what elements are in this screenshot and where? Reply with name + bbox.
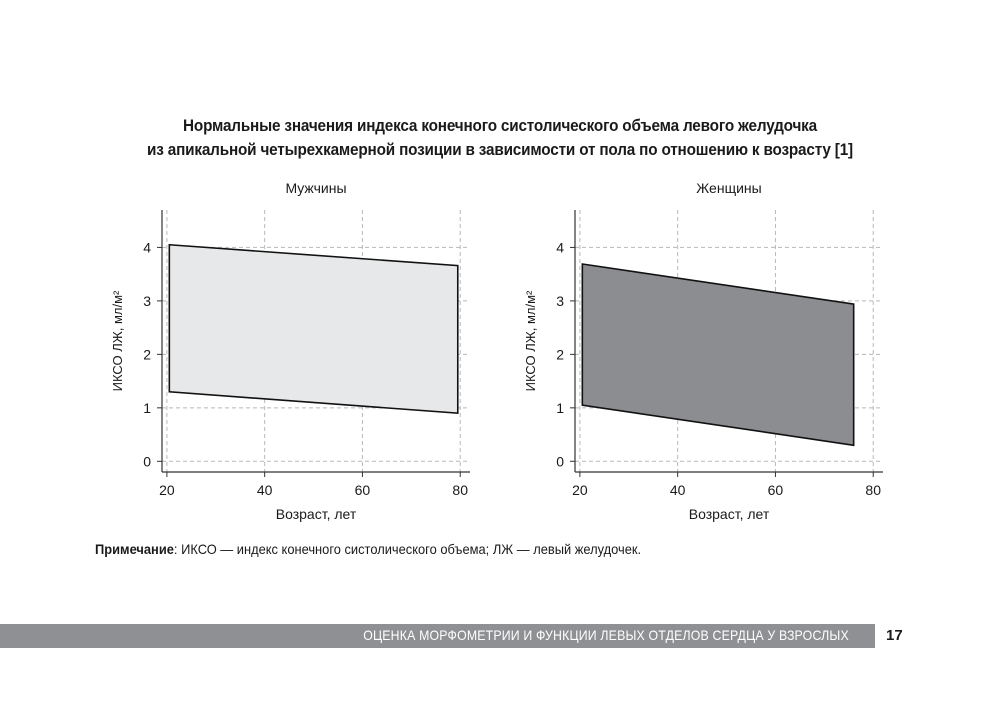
y-tick-label-women: 0 bbox=[556, 453, 564, 469]
y-axis-label-women: ИКСО ЛЖ, мл/м² bbox=[523, 290, 538, 391]
figure-title-line-2: из апикальной четырехкамерной позиции в … bbox=[147, 140, 853, 159]
x-tick-label-women: 60 bbox=[768, 482, 784, 498]
y-tick-label-men: 4 bbox=[143, 239, 151, 255]
x-tick-label-women: 80 bbox=[865, 482, 881, 498]
y-tick-label-men: 3 bbox=[143, 293, 151, 309]
figure-title-line-1: Нормальные значения индекса конечного си… bbox=[183, 116, 817, 135]
normal-range-band-women bbox=[581, 263, 855, 447]
normal-range-band-men bbox=[168, 243, 459, 415]
footer-bar: ОЦЕНКА МОРФОМЕТРИИ И ФУНКЦИИ ЛЕВЫХ ОТДЕЛ… bbox=[0, 624, 875, 648]
note-label: Примечание bbox=[95, 541, 174, 557]
y-tick-label-women: 1 bbox=[556, 400, 564, 416]
y-tick-label-men: 2 bbox=[143, 346, 151, 362]
y-tick-label-men: 0 bbox=[143, 453, 151, 469]
x-tick-label-men: 20 bbox=[159, 482, 175, 498]
x-tick-label-women: 20 bbox=[572, 482, 588, 498]
note-text: : ИКСО — индекс конечного систолического… bbox=[173, 541, 642, 557]
y-tick-label-women: 4 bbox=[556, 239, 564, 255]
y-axis-label-men: ИКСО ЛЖ, мл/м² bbox=[110, 290, 125, 391]
figure-title: Нормальные значения индекса конечного си… bbox=[50, 114, 950, 162]
y-tick-label-women: 3 bbox=[556, 293, 564, 309]
x-tick-label-men: 60 bbox=[355, 482, 371, 498]
x-tick-label-men: 80 bbox=[452, 482, 468, 498]
page-number: 17 bbox=[886, 627, 903, 644]
y-tick-label-men: 1 bbox=[143, 400, 151, 416]
footer-running-title: ОЦЕНКА МОРФОМЕТРИИ И ФУНКЦИИ ЛЕВЫХ ОТДЕЛ… bbox=[363, 627, 849, 643]
figure-note: Примечание: ИКСО — индекс конечного сист… bbox=[95, 541, 641, 557]
x-axis-label-men: Возраст, лет bbox=[276, 506, 357, 522]
y-tick-label-women: 2 bbox=[556, 346, 564, 362]
panel-title-men: Мужчины bbox=[285, 180, 346, 196]
panel-title-women: Женщины bbox=[696, 180, 761, 196]
x-axis-label-women: Возраст, лет bbox=[689, 506, 770, 522]
x-tick-label-men: 40 bbox=[257, 482, 273, 498]
x-tick-label-women: 40 bbox=[670, 482, 686, 498]
